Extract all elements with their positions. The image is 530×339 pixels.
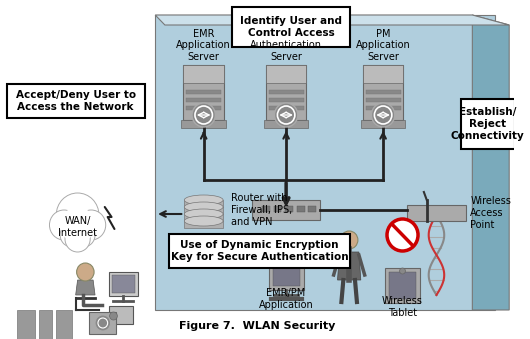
Bar [389, 272, 416, 299]
Bar [366, 106, 401, 110]
Circle shape [56, 193, 99, 237]
Circle shape [95, 315, 111, 331]
Text: WAN/
Internet: WAN/ Internet [58, 216, 97, 238]
Text: PM
Application
Server: PM Application Server [356, 29, 411, 62]
Polygon shape [472, 15, 509, 310]
Bar [89, 312, 117, 334]
Circle shape [65, 226, 90, 252]
Circle shape [110, 312, 117, 320]
Bar [56, 310, 72, 339]
Bar [184, 214, 223, 221]
Ellipse shape [184, 216, 223, 226]
Polygon shape [155, 15, 509, 25]
Text: Accept/Deny User to
Access the Network: Accept/Deny User to Access the Network [15, 90, 136, 112]
Bar [266, 65, 306, 83]
Bar [17, 310, 35, 339]
Text: Figure 7.  WLAN Security: Figure 7. WLAN Security [179, 321, 335, 331]
Circle shape [192, 103, 215, 127]
Bar [385, 268, 420, 303]
Bar [39, 310, 52, 339]
Bar [109, 306, 133, 324]
Bar [273, 206, 281, 212]
Bar [363, 65, 403, 83]
Bar [297, 206, 305, 212]
Bar [183, 65, 224, 83]
Circle shape [275, 103, 298, 127]
Bar [181, 120, 226, 128]
FancyBboxPatch shape [232, 7, 350, 47]
Bar [184, 200, 223, 207]
Text: Wireless
Tablet: Wireless Tablet [382, 296, 423, 318]
Text: Use of Dynamic Encryption
Key for Secure Authentication: Use of Dynamic Encryption Key for Secure… [171, 240, 348, 262]
Bar [366, 90, 401, 94]
Circle shape [387, 219, 418, 251]
Text: Router with
Firewall, IPS,
and VPN: Router with Firewall, IPS, and VPN [231, 194, 292, 226]
Text: EMR/PM
Application: EMR/PM Application [259, 288, 314, 310]
Ellipse shape [184, 195, 223, 205]
Bar [269, 106, 304, 110]
Bar [264, 120, 308, 128]
Ellipse shape [184, 209, 223, 219]
Circle shape [72, 223, 95, 247]
Bar [408, 205, 465, 221]
Circle shape [60, 223, 83, 247]
Bar [109, 272, 138, 296]
Polygon shape [338, 252, 361, 280]
Bar [269, 255, 304, 290]
Bar [366, 98, 401, 102]
Bar [272, 259, 299, 286]
Circle shape [340, 231, 358, 249]
Bar [184, 207, 223, 214]
Text: Identify User and
Control Access: Identify User and Control Access [240, 16, 342, 38]
Bar [183, 65, 224, 120]
Bar [252, 200, 320, 220]
Bar [186, 106, 221, 110]
Bar [363, 65, 403, 120]
Bar [269, 90, 304, 94]
FancyBboxPatch shape [7, 84, 145, 118]
Bar [285, 206, 293, 212]
Text: EMR
Application
Server: EMR Application Server [176, 29, 231, 62]
Bar [269, 98, 304, 102]
Bar [308, 206, 316, 212]
Circle shape [400, 268, 405, 274]
Circle shape [77, 263, 94, 281]
Circle shape [60, 207, 95, 243]
Text: Wireless
Access
Point: Wireless Access Point [471, 196, 511, 230]
Text: Authentication
Server: Authentication Server [250, 40, 322, 62]
Text: Establish/
Reject
Connectivity: Establish/ Reject Connectivity [451, 107, 525, 141]
Circle shape [77, 210, 105, 240]
FancyBboxPatch shape [461, 99, 515, 149]
FancyBboxPatch shape [169, 234, 350, 268]
Circle shape [49, 210, 78, 240]
Bar [361, 120, 405, 128]
Polygon shape [155, 15, 494, 310]
Polygon shape [76, 280, 95, 295]
Circle shape [372, 103, 395, 127]
Bar [186, 98, 221, 102]
Bar [266, 65, 306, 120]
Bar [186, 90, 221, 94]
Bar [262, 206, 270, 212]
Bar [111, 275, 135, 293]
Ellipse shape [184, 202, 223, 212]
Bar [184, 221, 223, 228]
